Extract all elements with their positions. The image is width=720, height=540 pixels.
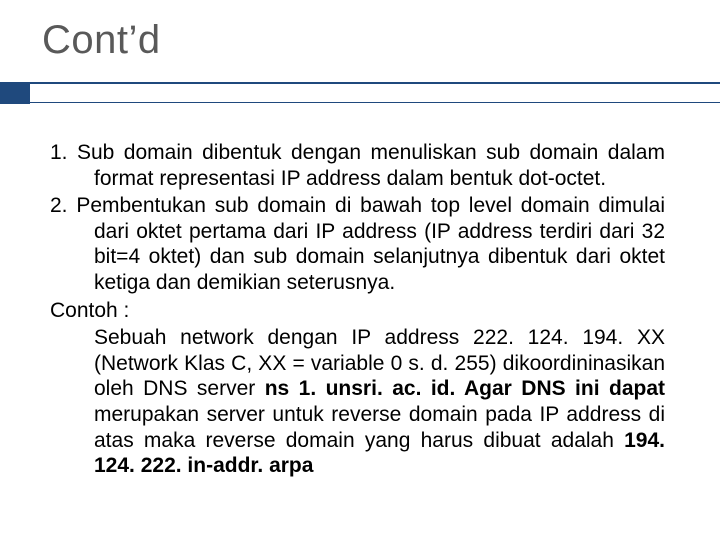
list-number: 2.: [50, 194, 76, 217]
title-rule: [0, 82, 720, 104]
example-text: Sebuah network dengan IP address 222. 12…: [50, 325, 665, 479]
example-label: Contoh :: [50, 298, 665, 324]
slide: Cont’d 1. Sub domain dibentuk dengan men…: [0, 0, 720, 540]
list-text: Pembentukan sub domain di bawah top leve…: [76, 194, 665, 294]
rule-top: [30, 82, 720, 84]
body-text: 1. Sub domain dibentuk dengan menuliskan…: [50, 140, 665, 479]
list-text: Sub domain dibentuk dengan menuliskan su…: [77, 141, 665, 190]
rule-bottom: [30, 102, 720, 103]
list-number: 1.: [50, 141, 77, 164]
example-run-2: merupakan server untuk reverse domain pa…: [94, 403, 665, 452]
list-item-2: 2. Pembentukan sub domain di bawah top l…: [50, 193, 665, 295]
slide-title: Cont’d: [42, 18, 161, 63]
list-item-1: 1. Sub domain dibentuk dengan menuliskan…: [50, 140, 665, 191]
example-bold-1: ns 1. unsri. ac. id. Agar DNS ini dapat: [265, 377, 665, 400]
